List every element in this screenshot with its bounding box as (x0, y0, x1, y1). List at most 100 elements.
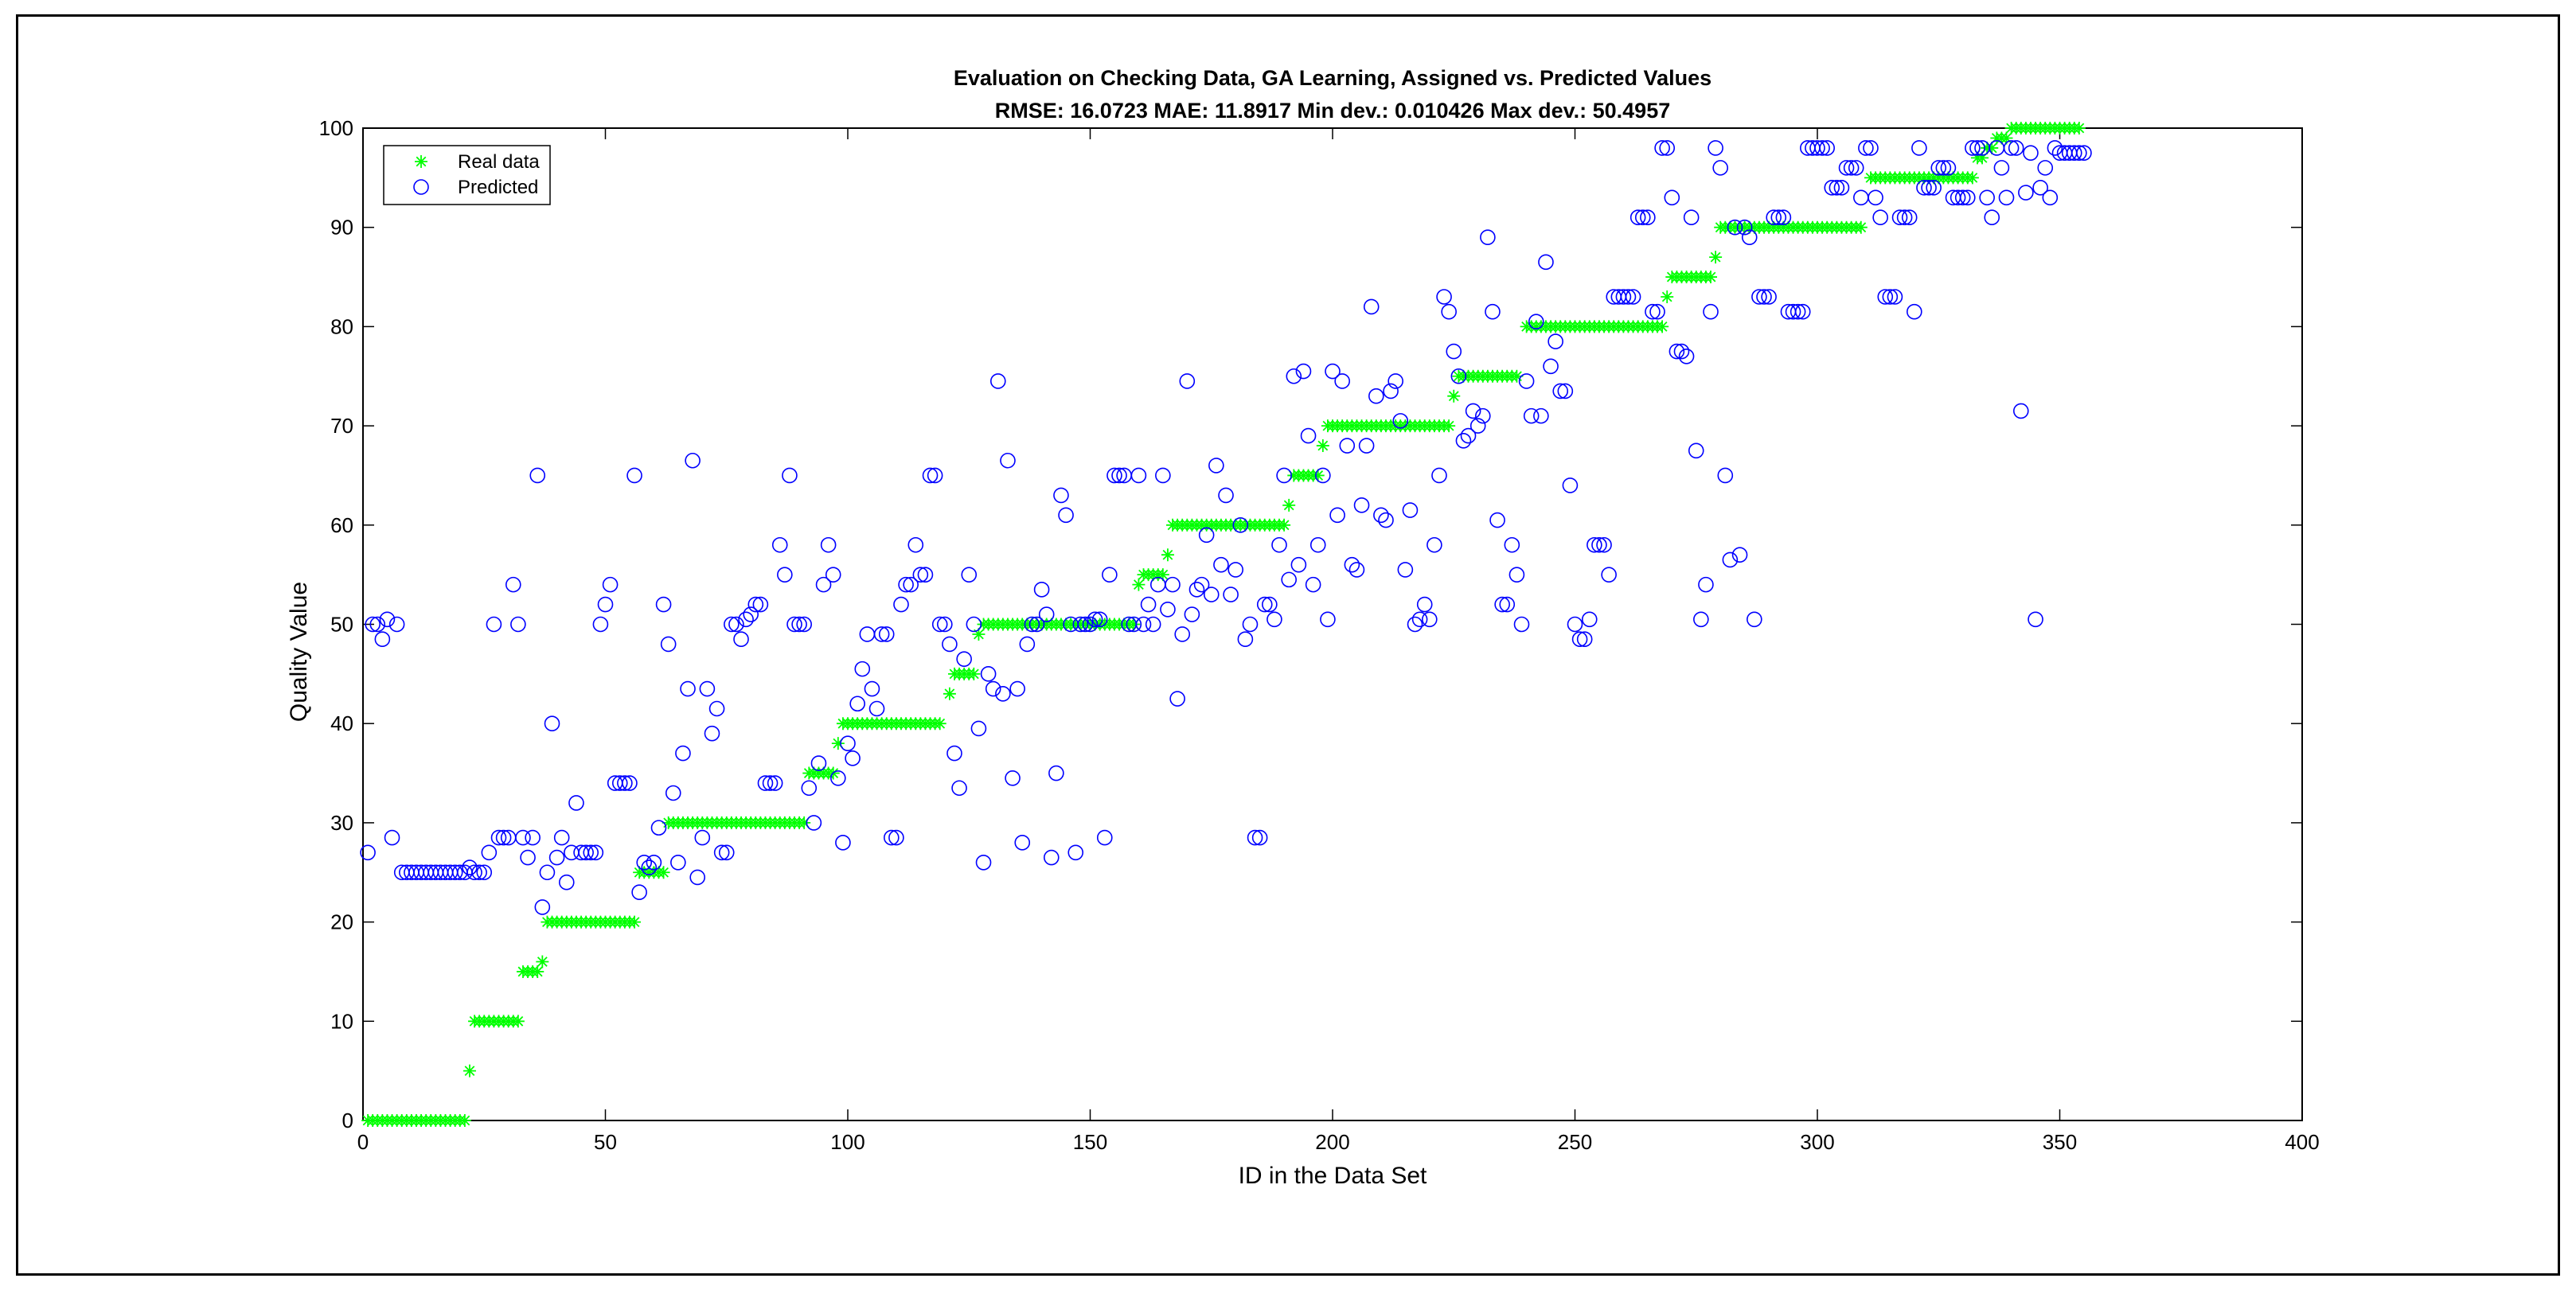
predicted-point (864, 680, 880, 697)
predicted-point (1843, 160, 1860, 176)
x-tick-label: 400 (2285, 1130, 2319, 1154)
y-tick-label: 40 (330, 711, 353, 735)
predicted-point (1615, 289, 1632, 305)
predicted-point (1576, 631, 1593, 648)
predicted-point (830, 770, 846, 786)
predicted-point (1077, 616, 1094, 633)
predicted-point (1863, 140, 1879, 156)
predicted-point (942, 636, 958, 653)
predicted-point (1523, 407, 1540, 424)
predicted-point (1640, 209, 1656, 226)
predicted-point (1587, 536, 1602, 553)
predicted-point (471, 864, 487, 881)
predicted-point (1601, 567, 1617, 583)
predicted-point (360, 844, 376, 861)
real-data-point (1316, 439, 1329, 453)
predicted-point (1887, 289, 1903, 305)
predicted-point (893, 596, 909, 613)
predicted-point (946, 745, 962, 762)
predicted-point (806, 815, 822, 831)
predicted-point (2071, 145, 2087, 161)
predicted-point (1984, 209, 2000, 226)
predicted-point (1766, 209, 1782, 226)
predicted-point (1901, 209, 1918, 226)
predicted-point (1630, 209, 1646, 226)
predicted-point (1169, 691, 1185, 707)
predicted-point (1581, 611, 1598, 628)
predicted-point (1741, 229, 1758, 245)
predicted-point (718, 844, 735, 861)
predicted-point (583, 844, 599, 861)
predicted-point (1019, 636, 1036, 653)
predicted-point (1179, 373, 1196, 389)
predicted-point (646, 854, 662, 871)
real-data-point (463, 1064, 476, 1078)
predicted-point (558, 874, 575, 891)
predicted-point (1868, 189, 1883, 206)
predicted-point (1286, 368, 1302, 384)
predicted-point (476, 864, 493, 881)
predicted-point (1552, 383, 1569, 399)
predicted-point (1678, 349, 1695, 364)
real-data-point (1447, 389, 1461, 403)
predicted-point (868, 700, 885, 717)
predicted-point (515, 829, 531, 846)
predicted-point (1043, 849, 1060, 866)
predicted-point (597, 596, 614, 613)
predicted-point (1485, 303, 1501, 320)
predicted-point (650, 820, 667, 836)
predicted-point (1596, 536, 1612, 553)
x-tick-label: 50 (594, 1130, 617, 1154)
predicted-point (1455, 433, 1472, 449)
predicted-point (1383, 383, 1399, 399)
predicted-point (1218, 487, 1234, 504)
predicted-point (1091, 611, 1108, 628)
predicted-point (1188, 582, 1205, 598)
predicted-point (622, 775, 638, 791)
predicted-point (1242, 616, 1259, 633)
predicted-point (1450, 368, 1467, 384)
real-data-point (531, 965, 544, 978)
predicted-point (1979, 189, 1995, 206)
predicted-point (728, 616, 744, 633)
x-tick-label: 100 (830, 1130, 865, 1154)
predicted-point (1926, 180, 1942, 196)
predicted-point (1683, 209, 1700, 226)
predicted-point (1048, 765, 1064, 781)
predicted-point (1208, 458, 1224, 474)
predicted-point (495, 829, 512, 846)
predicted-point (1634, 209, 1651, 226)
predicted-point (447, 864, 463, 881)
predicted-point (1087, 611, 1103, 628)
predicted-point (1504, 536, 1520, 553)
predicted-point (1833, 180, 1850, 196)
y-tick-label: 20 (330, 910, 353, 934)
real-data-point (2072, 122, 2086, 134)
predicted-point (655, 596, 672, 613)
predicted-point (980, 666, 997, 682)
predicted-point (1533, 407, 1549, 424)
predicted-point (1334, 373, 1350, 389)
predicted-point (1896, 209, 1913, 226)
predicted-point (510, 616, 526, 633)
predicted-point (956, 651, 972, 667)
predicted-point (1262, 596, 1278, 613)
real-data-point (943, 687, 956, 700)
predicted-point (384, 829, 400, 846)
predicted-point (1872, 209, 1888, 226)
predicted-point (1775, 209, 1792, 226)
predicted-point (1436, 289, 1452, 305)
predicted-point (970, 720, 987, 737)
real-data-point (972, 627, 986, 641)
predicted-point (782, 467, 798, 484)
predicted-point (1950, 189, 1966, 206)
real-data-point (1311, 469, 1325, 482)
predicted-point (1654, 140, 1670, 156)
predicted-point (374, 631, 391, 648)
y-tick-label: 70 (330, 414, 353, 438)
predicted-point (786, 616, 802, 633)
predicted-point (762, 775, 779, 791)
real-data-point (1127, 618, 1141, 631)
predicted-point (1305, 576, 1321, 593)
predicted-point (1329, 507, 1345, 524)
